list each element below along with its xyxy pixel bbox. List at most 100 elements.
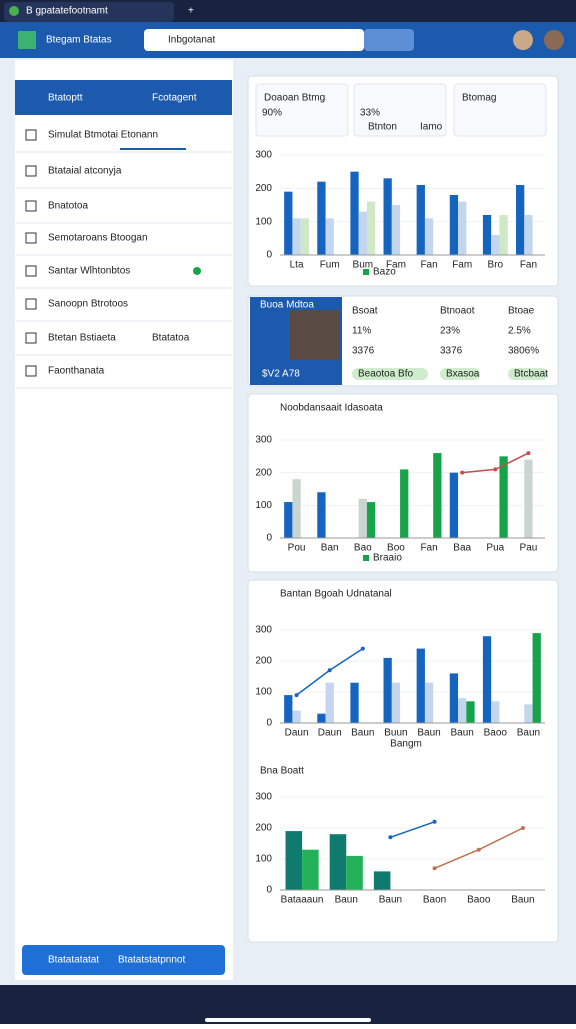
taskbar bbox=[0, 985, 576, 1024]
bar bbox=[350, 171, 359, 255]
bar bbox=[383, 178, 392, 255]
x-tick-label: Lta bbox=[290, 260, 304, 271]
bar bbox=[292, 479, 301, 538]
avatar[interactable] bbox=[544, 30, 564, 50]
y-tick-label: 0 bbox=[266, 533, 272, 544]
kpi-sub: 3376 bbox=[352, 346, 375, 357]
chart-title: Bantan Bgoah Udnatanal bbox=[280, 589, 392, 600]
bar bbox=[366, 502, 376, 538]
x-tick-label: Fan bbox=[420, 543, 437, 554]
bar bbox=[358, 211, 367, 255]
x-tick-label: Bro bbox=[488, 260, 504, 271]
x-tick-label: Fan bbox=[420, 260, 437, 271]
profile-name: Buoa Mdtoa bbox=[260, 300, 314, 311]
bar bbox=[491, 235, 500, 255]
footer-link[interactable]: Btatatstatpnnot bbox=[118, 955, 185, 966]
bar bbox=[346, 855, 363, 890]
line-point bbox=[432, 819, 437, 824]
stat-sub: Iamo bbox=[420, 122, 443, 133]
bar bbox=[458, 698, 467, 723]
bar bbox=[400, 469, 409, 538]
nav-item[interactable]: Btetan Bstiaeta bbox=[48, 333, 116, 344]
y-tick-label: 300 bbox=[255, 792, 272, 803]
x-tick-label: Bataaaun bbox=[281, 895, 324, 906]
stat-title: Doaoan Btmg bbox=[264, 93, 325, 104]
x-tick-label: Bum bbox=[353, 260, 374, 271]
nav-item[interactable]: Btataial atconyja bbox=[48, 166, 122, 177]
bar bbox=[325, 682, 334, 723]
y-tick-label: 200 bbox=[255, 467, 272, 478]
bar bbox=[499, 215, 508, 255]
legend-swatch bbox=[363, 269, 369, 275]
x-tick-label: Pua bbox=[486, 543, 504, 554]
y-tick-label: 0 bbox=[266, 885, 272, 896]
x-tick-label: Fan bbox=[520, 260, 537, 271]
profile-photo bbox=[290, 310, 340, 360]
bar bbox=[284, 502, 293, 538]
x-tick-label: Fam bbox=[386, 260, 406, 271]
nav-item[interactable]: Semotaroans Btoogan bbox=[48, 233, 148, 244]
sidebar-title: Btatoptt bbox=[48, 93, 83, 104]
nav-icon bbox=[25, 365, 37, 377]
bar bbox=[516, 185, 525, 255]
sidebar-dropdown[interactable]: Fcotagent bbox=[152, 93, 197, 104]
avatar[interactable] bbox=[513, 30, 533, 50]
kpi-badge bbox=[508, 368, 548, 380]
logo bbox=[18, 31, 36, 49]
bar bbox=[284, 191, 293, 255]
bar bbox=[383, 657, 392, 723]
bar bbox=[499, 456, 508, 538]
line-point bbox=[493, 467, 498, 472]
bar bbox=[449, 472, 459, 538]
stat-card bbox=[353, 83, 447, 137]
line-point bbox=[432, 866, 437, 871]
nav-icon bbox=[25, 165, 37, 177]
status-dot bbox=[193, 267, 201, 275]
nav-item[interactable]: Faonthanata bbox=[48, 366, 105, 377]
kpi-value: 23% bbox=[440, 326, 460, 337]
y-tick-label: 100 bbox=[255, 500, 272, 511]
bar bbox=[284, 695, 293, 723]
line-point bbox=[388, 835, 393, 840]
nav-item[interactable]: Sanoopn Btrotoos bbox=[48, 299, 128, 310]
nav-icon bbox=[25, 129, 37, 141]
kpi-value: 11% bbox=[352, 326, 371, 337]
sidebar bbox=[15, 60, 233, 980]
legend-text: Braaio bbox=[373, 553, 402, 564]
bar bbox=[449, 195, 459, 255]
sidebar-footer-button[interactable] bbox=[22, 945, 225, 975]
kpi-sub: 3376 bbox=[440, 346, 463, 357]
bar bbox=[373, 871, 391, 890]
stat-card bbox=[255, 83, 349, 137]
bar bbox=[300, 218, 309, 255]
legend-swatch bbox=[363, 555, 369, 561]
x-tick-label: Baun bbox=[417, 728, 440, 739]
nav-item[interactable]: Simulat Btmotai Etonann bbox=[48, 130, 158, 141]
kpi-badge bbox=[352, 368, 428, 380]
nav-item[interactable]: Bnatotoa bbox=[48, 201, 88, 212]
x-tick-label: Baoo bbox=[484, 728, 508, 739]
tab[interactable] bbox=[4, 2, 174, 22]
bar bbox=[358, 498, 367, 538]
home-indicator bbox=[205, 1018, 371, 1022]
bar bbox=[317, 713, 326, 723]
bar bbox=[350, 682, 359, 723]
search-box[interactable] bbox=[144, 29, 364, 51]
x-tick-label: Baun bbox=[335, 895, 358, 906]
new-tab[interactable]: + bbox=[188, 6, 194, 17]
bar bbox=[482, 636, 492, 723]
search-button[interactable] bbox=[364, 29, 414, 51]
kpi-label: Bsoat bbox=[352, 306, 378, 317]
stat-value: 33% bbox=[360, 108, 380, 119]
app-name: Btegam Btatas bbox=[46, 35, 112, 46]
bar bbox=[329, 834, 347, 890]
x-tick-label: Bao bbox=[354, 543, 372, 554]
nav-item[interactable]: Santar Wlhtonbtos bbox=[48, 266, 130, 277]
bar bbox=[292, 710, 301, 723]
bar bbox=[458, 201, 467, 255]
kpi-badge-text: Bxasoa bbox=[446, 369, 480, 380]
bar bbox=[424, 218, 434, 255]
line bbox=[390, 821, 435, 839]
x-tick-label: Baun bbox=[379, 895, 402, 906]
